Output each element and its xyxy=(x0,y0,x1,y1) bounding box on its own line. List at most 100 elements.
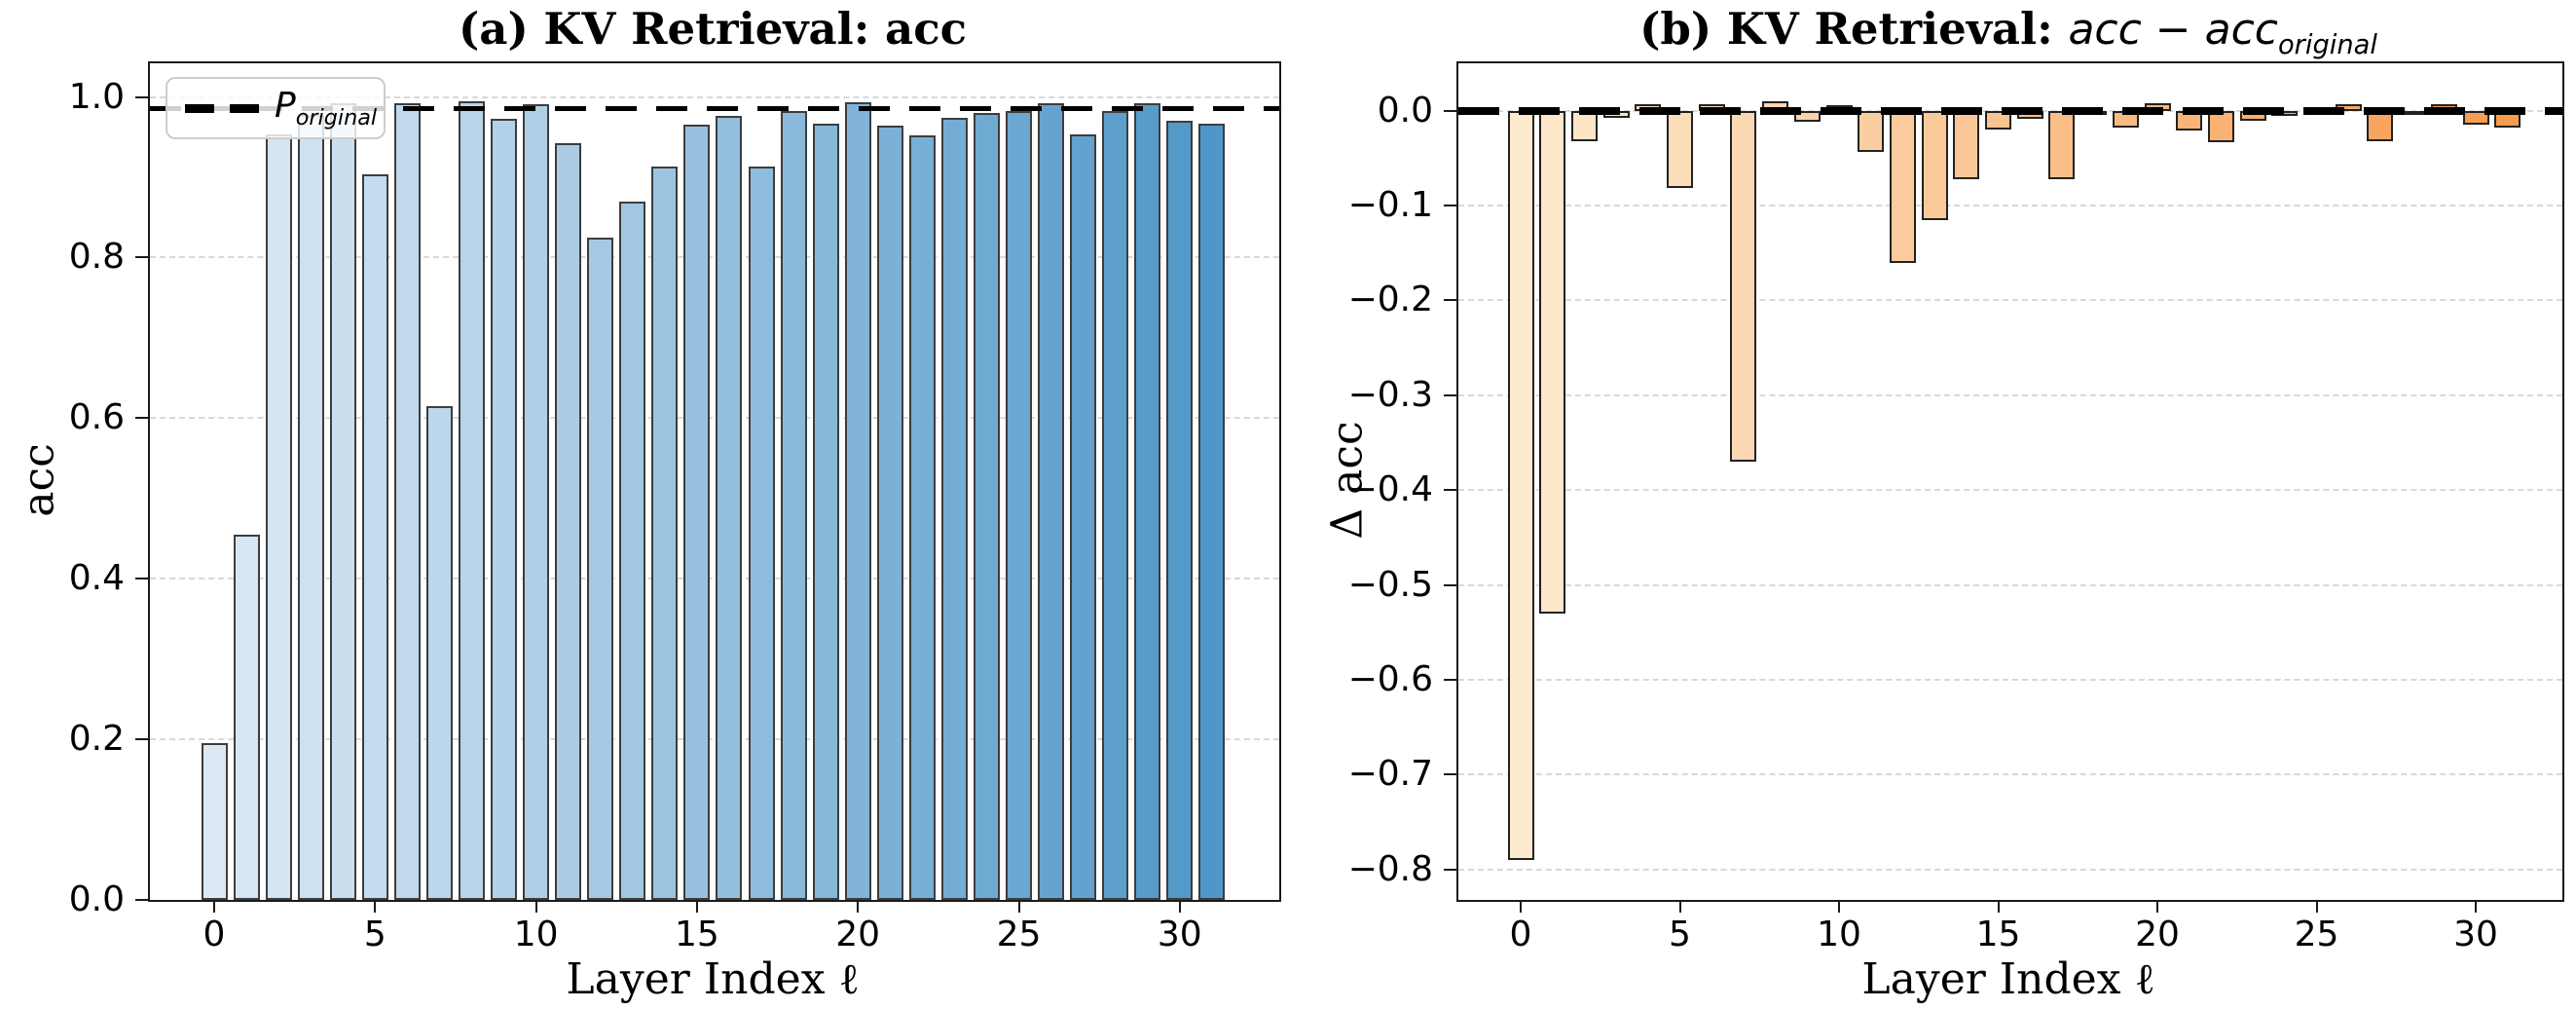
bar-layer-12 xyxy=(587,237,614,900)
y-tick-mark xyxy=(135,95,148,98)
y-tick-label: 0.4 xyxy=(68,558,125,599)
y-tick-label: −0.1 xyxy=(1347,185,1433,226)
panel-a-plot-area: Poriginal 0.0 0.2 0.4 0.6 0.8 1.0 0 5 10 15 20 25 30 xyxy=(69,61,1281,954)
x-tick-label: 10 xyxy=(513,915,559,954)
h-gridline xyxy=(1458,583,2562,586)
h-gridline xyxy=(150,578,1279,580)
h-gridline xyxy=(150,256,1279,259)
x-tick-label: 25 xyxy=(996,915,1042,954)
y-tick-label: −0.5 xyxy=(1347,564,1433,605)
bar-layer-11 xyxy=(1858,110,1885,152)
x-tick-mark xyxy=(374,900,377,913)
bar-layer-13 xyxy=(1921,110,1948,220)
h-gridline xyxy=(1458,679,2562,682)
x-tick-mark xyxy=(1678,900,1681,913)
bar-layer-10 xyxy=(523,104,550,900)
x-tick-label: 0 xyxy=(1509,915,1532,954)
y-tick-mark xyxy=(1444,773,1456,776)
panel-a: (a) KV Retrieval: acc acc Poriginal 0.0 0… xyxy=(15,5,1281,1004)
y-tick-mark xyxy=(135,578,148,580)
bar-layer-24 xyxy=(973,113,1000,900)
bar-layer-29 xyxy=(1134,103,1161,900)
bar-layer-23 xyxy=(940,118,968,900)
h-gridline xyxy=(150,95,1279,98)
x-tick-label: 20 xyxy=(2135,915,2180,954)
y-tick-label: −0.4 xyxy=(1347,469,1433,510)
h-gridline xyxy=(1458,393,2562,396)
y-tick-label: −0.3 xyxy=(1347,374,1433,415)
x-tick-mark xyxy=(534,900,537,913)
bar-layer-17 xyxy=(748,167,775,900)
bar-layer-25 xyxy=(1006,110,1032,900)
y-tick-label: 0.2 xyxy=(68,719,125,760)
bar-layer-22 xyxy=(2207,110,2234,142)
bar-layer-8 xyxy=(458,100,485,900)
x-tick-label: 15 xyxy=(674,915,719,954)
x-tick-label: 30 xyxy=(1157,915,1202,954)
panel-b-title-math: acc − accoriginal xyxy=(2068,5,2377,60)
y-tick-label: −0.2 xyxy=(1347,280,1433,320)
y-tick-label: 1.0 xyxy=(68,76,125,117)
x-tick-mark xyxy=(1838,900,1840,913)
panel-b: (b) KV Retrieval: acc − accoriginal Δ ac… xyxy=(1323,5,2564,1004)
bar-layer-31 xyxy=(1198,123,1226,900)
y-tick-label: −0.7 xyxy=(1347,754,1433,795)
panel-a-title: (a) KV Retrieval: acc xyxy=(459,3,967,55)
y-tick-label: 0.6 xyxy=(68,397,125,438)
bar-layer-20 xyxy=(844,102,871,900)
bar-layer-19 xyxy=(812,123,839,900)
panel-a-ylabel: acc xyxy=(14,442,64,517)
x-tick-mark xyxy=(1017,900,1020,913)
bar-layer-13 xyxy=(619,201,646,900)
bar-layer-17 xyxy=(2048,110,2076,179)
bar-layer-15 xyxy=(683,125,711,900)
y-tick-label: −0.6 xyxy=(1347,659,1433,700)
x-tick-label: 30 xyxy=(2453,915,2498,954)
panel-b-xlabel: Layer Index ℓ xyxy=(1861,954,2155,1004)
bar-layer-4 xyxy=(329,103,356,900)
bar-layer-1 xyxy=(233,534,260,900)
bar-layer-18 xyxy=(780,111,807,900)
x-tick-mark xyxy=(1997,900,2000,913)
bar-layer-12 xyxy=(1889,110,1916,263)
y-tick-mark xyxy=(1444,583,1456,586)
bar-layer-11 xyxy=(555,143,582,900)
y-tick-mark xyxy=(1444,868,1456,871)
bar-layer-1 xyxy=(1539,110,1566,614)
x-tick-mark xyxy=(1178,900,1181,913)
bar-layer-2 xyxy=(1570,110,1598,141)
y-tick-mark xyxy=(1444,205,1456,207)
bar-layer-5 xyxy=(1667,110,1693,188)
bar-layer-3 xyxy=(297,114,324,900)
h-gridline xyxy=(1458,868,2562,871)
h-gridline xyxy=(150,738,1279,741)
y-tick-label: 0.0 xyxy=(68,879,125,919)
x-tick-mark xyxy=(2315,900,2318,913)
bar-layer-22 xyxy=(908,135,936,900)
legend-label: Poriginal xyxy=(275,85,378,131)
x-tick-mark xyxy=(857,900,860,913)
bar-layer-7 xyxy=(1730,110,1757,463)
x-tick-label: 5 xyxy=(363,915,386,954)
dashed-line-legend-sample xyxy=(185,103,259,113)
y-tick-mark xyxy=(135,899,148,901)
panel-b-title: (b) KV Retrieval: acc − accoriginal xyxy=(1639,3,2377,60)
y-tick-mark xyxy=(1444,679,1456,682)
y-tick-label: −0.8 xyxy=(1347,848,1433,889)
bar-layer-21 xyxy=(876,126,903,900)
bar-layer-30 xyxy=(1166,121,1194,900)
bar-layer-14 xyxy=(1953,110,1980,179)
x-tick-mark xyxy=(2475,900,2477,913)
x-tick-label: 0 xyxy=(202,915,226,954)
legend-box: Poriginal xyxy=(166,77,386,139)
x-tick-mark xyxy=(1520,900,1522,913)
bar-layer-6 xyxy=(393,103,421,900)
h-gridline xyxy=(1458,773,2562,776)
h-gridline xyxy=(1458,299,2562,302)
y-tick-label: 0.0 xyxy=(1377,90,1433,131)
bar-layer-5 xyxy=(361,173,388,900)
x-tick-label: 25 xyxy=(2294,915,2339,954)
h-gridline xyxy=(1458,489,2562,492)
bar-layer-2 xyxy=(265,134,292,900)
